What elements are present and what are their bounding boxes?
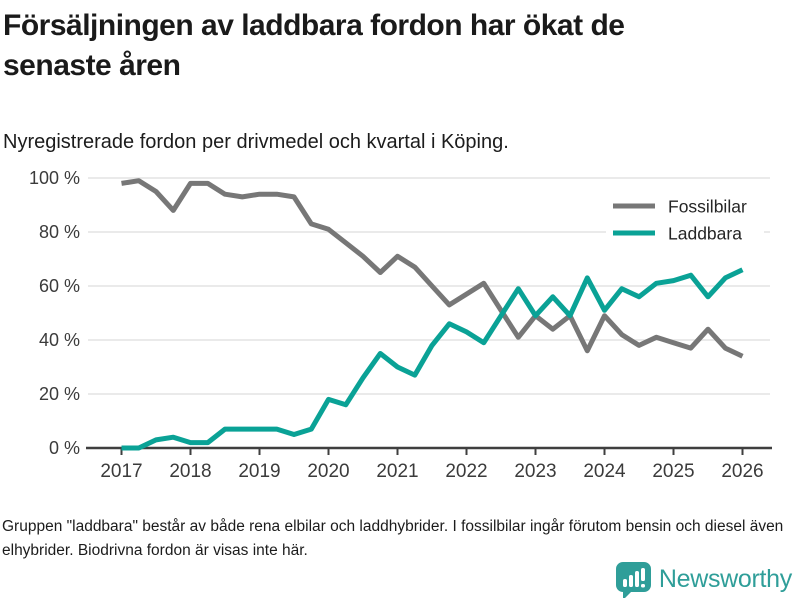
x-tick-label: 2017: [100, 461, 142, 482]
bar-chart-speech-bubble-icon: [615, 562, 651, 598]
y-tick-label: 100 %: [29, 168, 80, 188]
series-line-laddbara: [121, 267, 744, 451]
x-tick-label: 2023: [514, 461, 556, 482]
legend-label-laddbara: Laddbara: [668, 224, 742, 244]
chart-canvas: 0 % 20 % 40 % 60 % 80 % 100 % 2017 2018 2019 202…: [29, 168, 772, 482]
x-tick-label: 2025: [652, 461, 694, 482]
legend-background: [606, 192, 764, 248]
y-tick-label: 40 %: [39, 330, 80, 350]
x-axis: 2017 2018 2019 2020 2021 2022 2023 2024 2025 2026: [86, 446, 772, 482]
y-tick-label: 0 %: [49, 438, 80, 458]
x-tick-label: 2019: [238, 461, 280, 482]
chart-footnote: Gruppen "laddbara" består av både rena e…: [2, 518, 784, 559]
newsworthy-wordmark: Newsworthy: [658, 564, 792, 593]
x-tick-label: 2026: [721, 461, 763, 482]
y-tick-label: 80 %: [39, 222, 80, 242]
x-tick-label: 2021: [376, 461, 418, 482]
legend-label-fossilbilar: Fossilbilar: [668, 197, 747, 217]
line-chart: 0 % 20 % 40 % 60 % 80 % 100 % 2017 2018 2019 202…: [0, 160, 800, 505]
x-tick-label: 2024: [583, 461, 626, 482]
series-line-fossilbilar: [121, 178, 744, 359]
y-tick-label: 60 %: [39, 276, 80, 296]
series-lines: [121, 178, 744, 451]
legend: Fossilbilar Laddbara: [606, 192, 764, 248]
newsworthy-logo: Newsworthy: [615, 559, 792, 599]
x-tick-label: 2022: [445, 461, 487, 482]
y-tick-label: 20 %: [39, 384, 80, 404]
x-tick-label: 2018: [169, 461, 211, 482]
chart-subtitle: Nyregistrerade fordon per drivmedel och …: [3, 131, 509, 153]
page-title: Försäljningen av laddbara fordon har öka…: [3, 9, 625, 82]
x-tick-label: 2020: [307, 461, 349, 482]
